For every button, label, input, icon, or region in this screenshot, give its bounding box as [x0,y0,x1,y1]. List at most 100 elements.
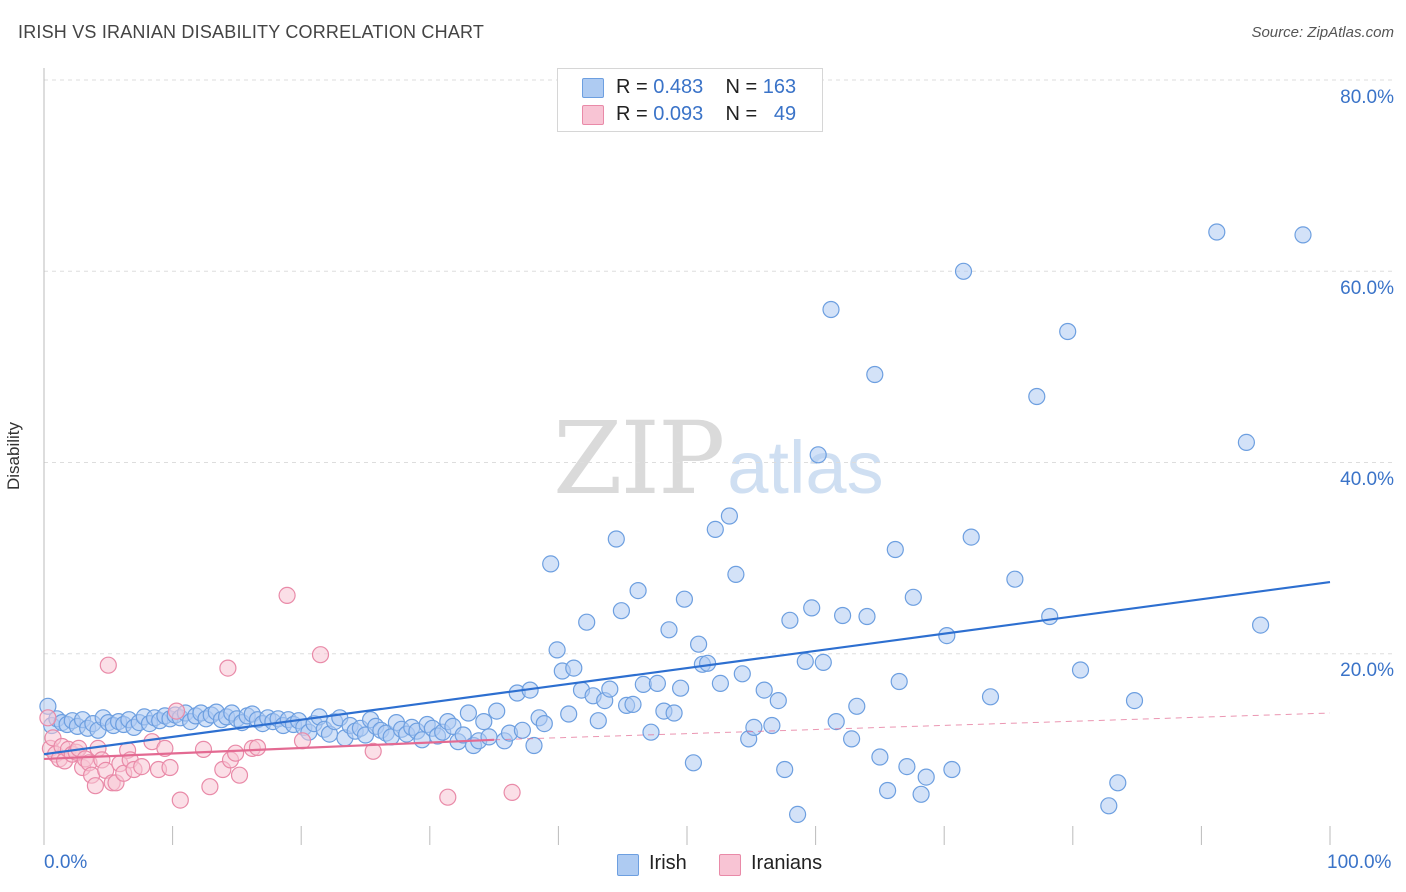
irish-point-166 [1109,774,1127,792]
iranians-point-30 [156,739,174,758]
iranians-r-label: R = [616,103,654,125]
irish-point-140 [822,300,840,319]
irish-point-160 [1006,570,1024,588]
irish-point-169 [1237,433,1256,451]
irish-point-161 [1028,387,1046,406]
irish-point-147 [871,748,889,766]
irish-point-91 [513,721,532,739]
irish-point-129 [745,718,763,737]
iranians-point-46 [364,742,382,760]
source-credit: Source: ZipAtlas.com [1251,24,1394,41]
irish-point-85 [475,712,493,731]
irish-point-170 [1251,616,1270,634]
irish-point-146 [866,365,884,384]
irish-point-102 [578,613,596,631]
iranians-point-32 [167,702,186,720]
irish-point-172 [689,635,708,653]
irish-point-165 [1100,797,1118,815]
irish-point-132 [769,691,787,710]
irish-n-label: N = [725,76,763,98]
iranians-point-31 [161,758,179,777]
iranians-trend-line [43,738,495,761]
irish-point-122 [698,654,717,672]
iranians-point-39 [227,744,245,762]
iranians-point-44 [293,732,312,750]
irish-point-164 [1071,661,1090,679]
irish-r-label: R = [616,76,654,98]
irish-point-113 [642,723,660,741]
irish-point-86 [480,728,498,746]
irish-point-152 [904,588,922,606]
irish-point-136 [796,652,814,671]
iranians-point-0 [39,709,57,727]
irish-point-127 [733,665,751,683]
watermark-zip: ZIP [553,400,725,517]
irish-point-157 [954,262,973,280]
y-tick-label-20: 20.0% [1340,660,1394,681]
iranians-point-45 [311,646,330,664]
x-tick-label-100: 100.0% [1327,852,1392,873]
irish-point-167 [1125,691,1144,710]
irish-point-117 [665,704,683,722]
iranians-point-27 [133,757,151,776]
iranians-point-33 [171,791,189,809]
iranians-trend-extension [494,712,1331,741]
iranians-point-37 [219,659,237,677]
irish-point-154 [917,768,935,786]
iranians-point-34 [194,740,213,759]
iranians-point-43 [278,586,296,605]
irish-point-124 [711,674,730,693]
irish-point-131 [763,716,781,735]
irish-point-155 [938,626,956,645]
irish-point-108 [612,602,631,620]
irish-point-162 [1041,607,1059,626]
y-axis-label: Disability [4,421,23,491]
irish-point-81 [454,726,472,744]
irish-point-110 [624,695,642,714]
chart-title: IRISH VS IRANIAN DISABILITY CORRELATION … [18,22,485,42]
irish-point-114 [648,674,667,693]
irish-point-133 [776,760,794,779]
irish-point-93 [525,736,543,755]
irish-point-118 [671,679,690,697]
y-tick-label-40: 40.0% [1340,469,1394,490]
irish-point-107 [607,530,625,548]
irish-point-142 [833,606,852,625]
irish-legend-swatch [617,854,639,876]
irish-point-126 [727,565,745,584]
iranians-point-48 [503,783,521,802]
x-tick-label-0: 0.0% [44,852,88,873]
irish-point-95 [535,714,553,733]
irish-point-141 [827,712,845,731]
irish-point-151 [898,757,916,776]
iranians-point-19 [99,656,117,674]
y-tick-label-60: 60.0% [1340,278,1394,299]
irish-point-119 [675,590,694,608]
iranians-swatch [582,105,604,125]
iranians-r-value: 0.093 [653,103,704,125]
iranians-n-value: 49 [773,103,797,125]
irish-point-148 [878,781,897,800]
iranians-point-42 [248,738,267,757]
irish-point-120 [684,754,703,772]
watermark: ZIPatlas [553,400,884,517]
irish-point-143 [842,730,861,748]
irish-point-138 [809,446,827,464]
irish-point-158 [962,528,980,546]
irish-point-149 [886,540,904,559]
y-tick-label-80: 80.0% [1340,87,1394,108]
irish-point-130 [755,681,773,699]
irish-point-100 [565,659,583,677]
irish-point-116 [660,621,678,639]
irish-point-150 [890,672,908,691]
irish-point-123 [706,520,724,539]
irish-point-104 [589,712,607,730]
irish-point-145 [858,607,876,626]
irish-point-111 [629,581,647,600]
irish-point-82 [459,704,477,722]
irish-swatch [582,78,604,98]
irish-point-159 [981,688,1000,706]
irish-point-87 [488,702,506,720]
stats-legend: R = 0.483 N = 163 R = 0.093 N = 49 [557,68,823,132]
